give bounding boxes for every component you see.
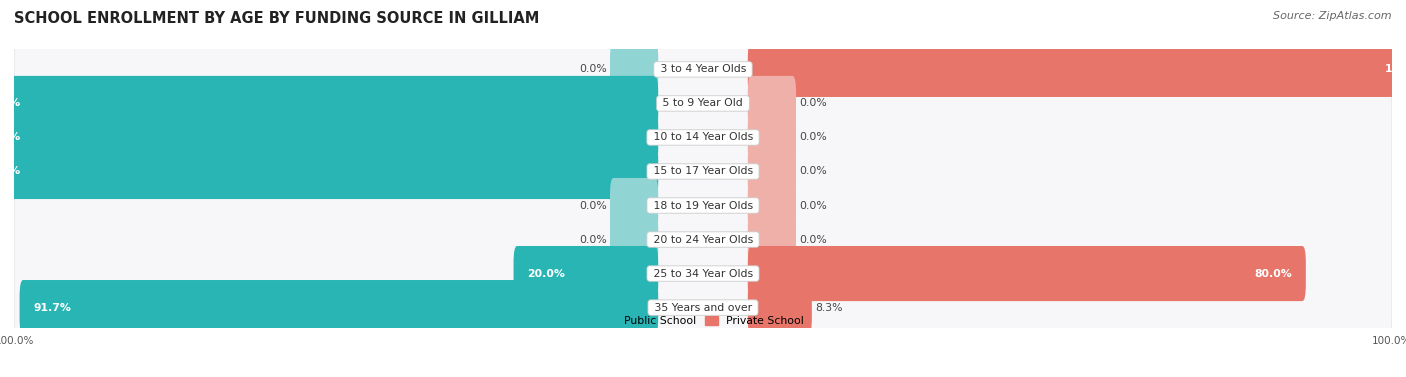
Text: 20 to 24 Year Olds: 20 to 24 Year Olds — [650, 234, 756, 245]
FancyBboxPatch shape — [14, 42, 1392, 97]
FancyBboxPatch shape — [14, 280, 1392, 335]
FancyBboxPatch shape — [14, 76, 1392, 131]
Text: 35 Years and over: 35 Years and over — [651, 303, 755, 313]
Text: 0.0%: 0.0% — [579, 64, 606, 74]
FancyBboxPatch shape — [20, 280, 658, 335]
Text: 100.0%: 100.0% — [0, 132, 21, 143]
FancyBboxPatch shape — [748, 110, 796, 165]
FancyBboxPatch shape — [11, 242, 1395, 305]
FancyBboxPatch shape — [11, 208, 1395, 271]
Legend: Public School, Private School: Public School, Private School — [598, 312, 808, 331]
FancyBboxPatch shape — [14, 178, 1392, 233]
Text: 5 to 9 Year Old: 5 to 9 Year Old — [659, 98, 747, 109]
FancyBboxPatch shape — [14, 144, 1392, 199]
Text: 0.0%: 0.0% — [800, 98, 827, 109]
Text: 100.0%: 100.0% — [0, 167, 21, 176]
FancyBboxPatch shape — [610, 42, 658, 97]
Text: 0.0%: 0.0% — [800, 201, 827, 210]
Text: 91.7%: 91.7% — [34, 303, 72, 313]
FancyBboxPatch shape — [14, 110, 1392, 165]
Text: Source: ZipAtlas.com: Source: ZipAtlas.com — [1274, 11, 1392, 21]
Text: 100.0%: 100.0% — [1385, 64, 1406, 74]
FancyBboxPatch shape — [748, 246, 1306, 301]
FancyBboxPatch shape — [14, 212, 1392, 267]
Text: 0.0%: 0.0% — [800, 132, 827, 143]
FancyBboxPatch shape — [11, 139, 1395, 204]
Text: SCHOOL ENROLLMENT BY AGE BY FUNDING SOURCE IN GILLIAM: SCHOOL ENROLLMENT BY AGE BY FUNDING SOUR… — [14, 11, 540, 26]
Text: 20.0%: 20.0% — [527, 268, 565, 279]
Text: 18 to 19 Year Olds: 18 to 19 Year Olds — [650, 201, 756, 210]
FancyBboxPatch shape — [513, 246, 658, 301]
Text: 0.0%: 0.0% — [800, 234, 827, 245]
Text: 10 to 14 Year Olds: 10 to 14 Year Olds — [650, 132, 756, 143]
FancyBboxPatch shape — [748, 76, 796, 131]
FancyBboxPatch shape — [610, 212, 658, 267]
Text: 100.0%: 100.0% — [0, 98, 21, 109]
Text: 0.0%: 0.0% — [800, 167, 827, 176]
Text: 0.0%: 0.0% — [579, 201, 606, 210]
FancyBboxPatch shape — [0, 76, 658, 131]
FancyBboxPatch shape — [748, 212, 796, 267]
FancyBboxPatch shape — [748, 42, 1406, 97]
Text: 0.0%: 0.0% — [579, 234, 606, 245]
FancyBboxPatch shape — [0, 110, 658, 165]
FancyBboxPatch shape — [11, 72, 1395, 135]
FancyBboxPatch shape — [748, 144, 796, 199]
Text: 15 to 17 Year Olds: 15 to 17 Year Olds — [650, 167, 756, 176]
FancyBboxPatch shape — [748, 178, 796, 233]
FancyBboxPatch shape — [610, 178, 658, 233]
Text: 25 to 34 Year Olds: 25 to 34 Year Olds — [650, 268, 756, 279]
Text: 3 to 4 Year Olds: 3 to 4 Year Olds — [657, 64, 749, 74]
FancyBboxPatch shape — [11, 106, 1395, 169]
FancyBboxPatch shape — [0, 144, 658, 199]
FancyBboxPatch shape — [11, 276, 1395, 340]
FancyBboxPatch shape — [11, 173, 1395, 238]
Text: 80.0%: 80.0% — [1254, 268, 1292, 279]
FancyBboxPatch shape — [11, 37, 1395, 101]
FancyBboxPatch shape — [14, 246, 1392, 301]
FancyBboxPatch shape — [748, 280, 811, 335]
Text: 8.3%: 8.3% — [815, 303, 842, 313]
